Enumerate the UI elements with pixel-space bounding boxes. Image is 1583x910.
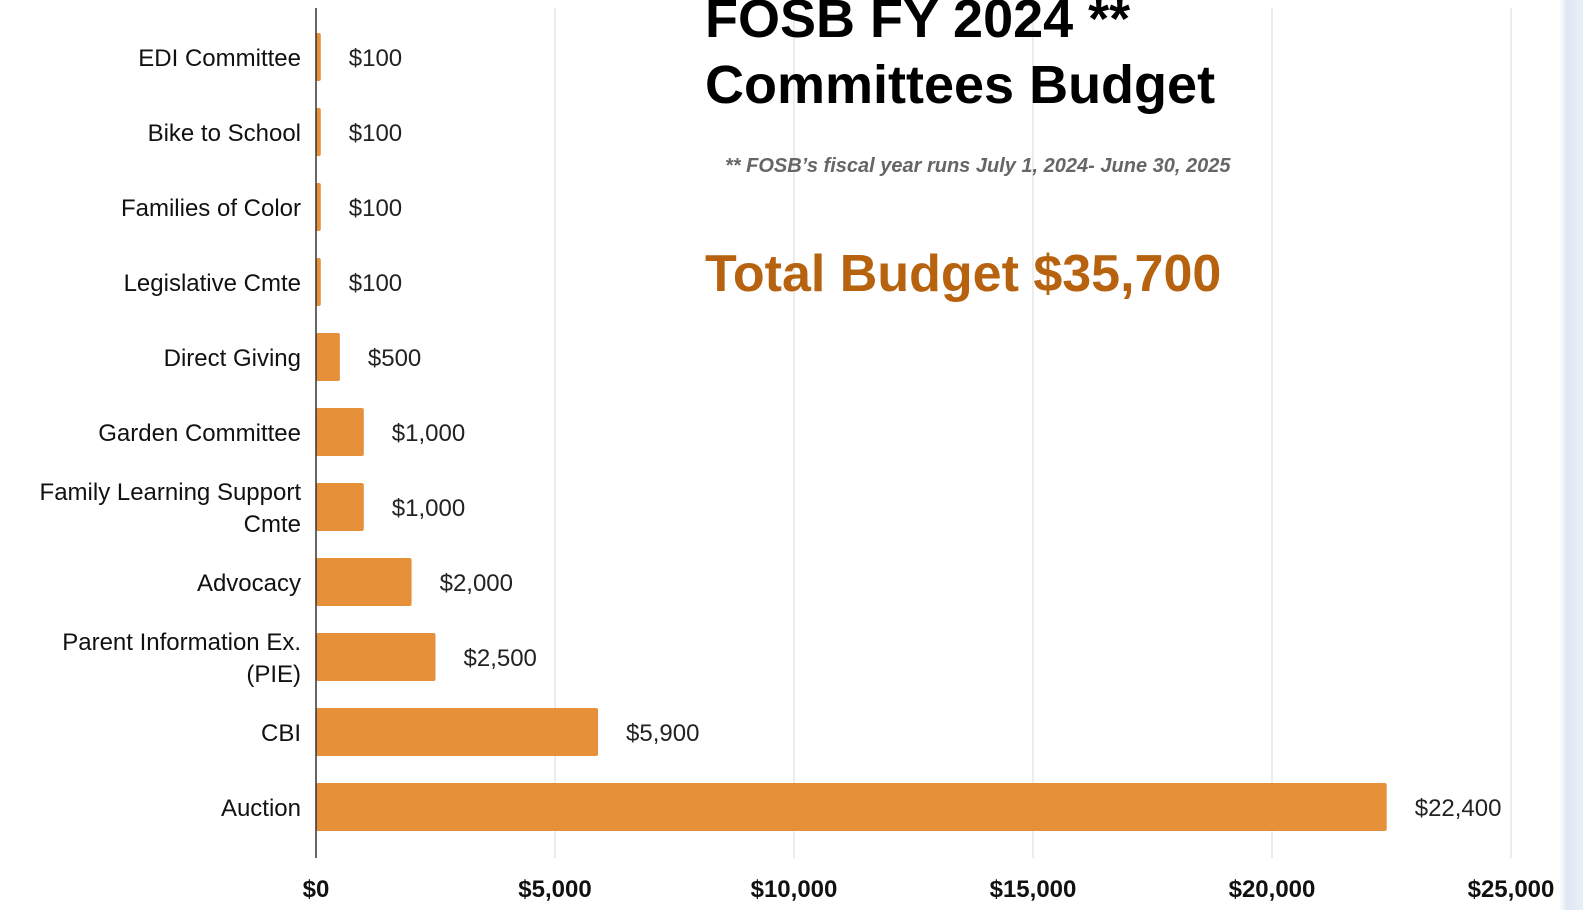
category-label: Legislative Cmte	[124, 270, 301, 297]
category-label: Auction	[221, 795, 301, 822]
bar	[316, 783, 1387, 831]
bar-value-label: $5,900	[626, 720, 699, 747]
total-budget: Total Budget $35,700	[705, 245, 1222, 303]
bars	[316, 33, 1387, 831]
bar-value-label: $1,000	[392, 420, 465, 447]
bar-value-label: $1,000	[392, 495, 465, 522]
bar-value-label: $500	[368, 345, 421, 372]
bar-value-labels: $100 $100 $100 $100 $500 $1,000 $1,000 $2,000 $2…	[349, 45, 1502, 822]
category-label: Direct Giving	[164, 345, 301, 372]
fiscal-year-note: ** FOSB’s fiscal year runs July 1, 2024-…	[725, 155, 1231, 177]
category-label: Family Learning Support	[40, 479, 302, 506]
bar	[316, 333, 340, 381]
category-label: Cmte	[244, 511, 301, 538]
x-tick-label: $10,000	[751, 876, 838, 903]
x-tick-label: $20,000	[1229, 876, 1316, 903]
bar	[316, 558, 412, 606]
bar	[316, 33, 321, 81]
category-label: Families of Color	[121, 195, 301, 222]
bar	[316, 633, 436, 681]
chart-title: FOSB FY 2024 ** Committees Budget	[705, 0, 1216, 115]
category-label: Advocacy	[197, 570, 301, 597]
bar	[316, 708, 599, 756]
x-tick-labels: $0 $5,000 $10,000 $15,000 $20,000 $25,000	[303, 876, 1555, 903]
bar	[316, 483, 364, 531]
category-label: Bike to School	[148, 120, 301, 147]
bar-value-label: $22,400	[1415, 795, 1502, 822]
bar-value-label: $100	[349, 270, 402, 297]
bar	[316, 108, 321, 156]
x-tick-label: $5,000	[518, 876, 591, 903]
category-label: EDI Committee	[138, 45, 301, 72]
category-labels: EDI Committee Bike to School Families of C…	[40, 45, 302, 822]
x-tick-label: $15,000	[990, 876, 1077, 903]
bar	[316, 183, 321, 231]
x-tick-label: $25,000	[1468, 876, 1555, 903]
bar-value-label: $100	[349, 45, 402, 72]
category-label: Parent Information Ex.	[62, 629, 301, 656]
category-label: Garden Committee	[98, 420, 301, 447]
bar-value-label: $100	[349, 120, 402, 147]
category-label: (PIE)	[246, 661, 301, 688]
bar-value-label: $2,000	[440, 570, 513, 597]
bar	[316, 408, 364, 456]
bar-value-label: $100	[349, 195, 402, 222]
window-edge-strip	[1559, 0, 1583, 910]
category-label: CBI	[261, 720, 301, 747]
bar-value-label: $2,500	[464, 645, 537, 672]
bar	[316, 258, 321, 306]
x-tick-label: $0	[303, 876, 330, 903]
